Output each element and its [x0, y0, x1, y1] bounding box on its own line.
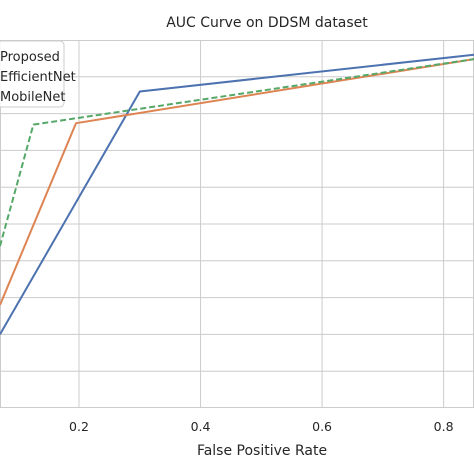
series-line-efficientnet — [0, 58, 474, 306]
x-tick-label: 0.2 — [69, 419, 89, 434]
chart-title: AUC Curve on DDSM dataset — [166, 15, 368, 31]
x-tick-label: 0.4 — [191, 419, 211, 434]
legend-box — [0, 40, 65, 108]
legend-label-efficientnet: EfficientNet — [0, 70, 76, 85]
legend-label-proposed: Proposed — [0, 50, 60, 65]
plot-area: 0.2 0.4 0.6 0.8 Proposed EfficientNet MobileNe… — [0, 40, 474, 434]
legend-label-mobilenet: MobileNet — [0, 90, 65, 105]
series-line-mobilenet — [0, 58, 474, 247]
x-tick-label: 0.6 — [312, 419, 332, 434]
series-line-proposed — [0, 53, 474, 335]
x-axis-label: False Positive Rate — [197, 443, 327, 459]
x-tick-label: 0.8 — [434, 419, 454, 434]
